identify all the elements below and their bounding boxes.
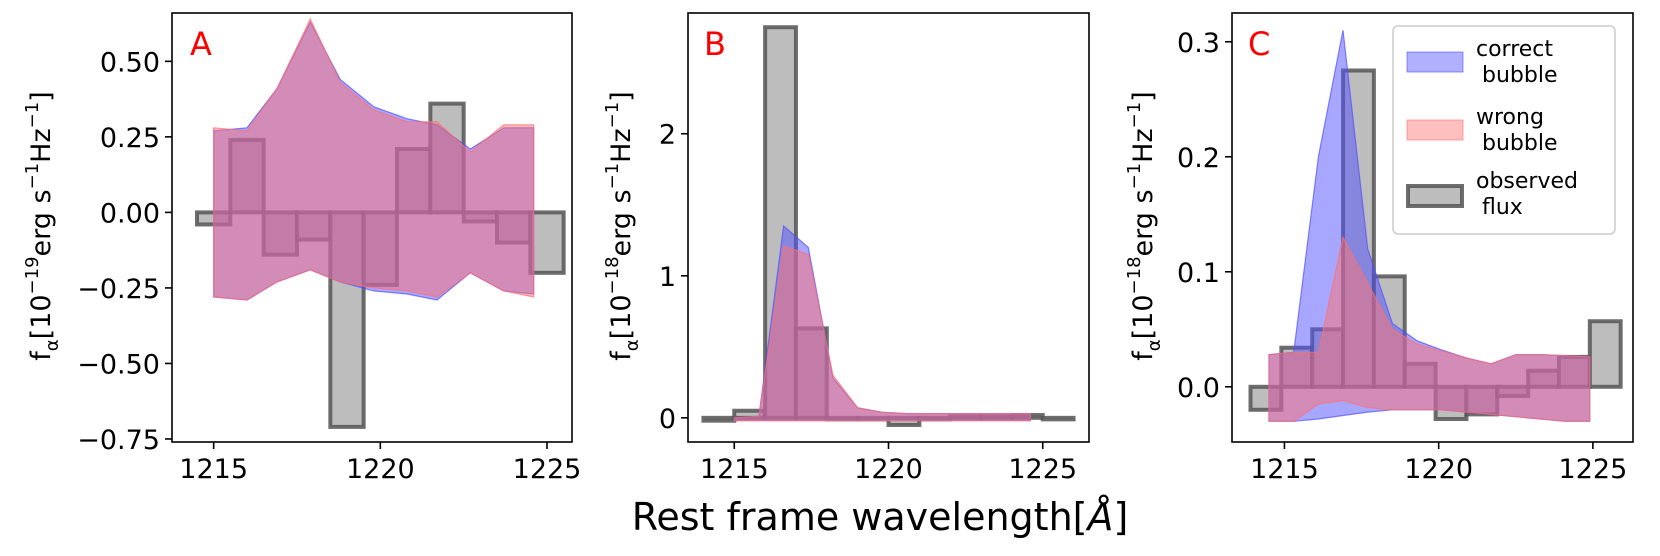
x-tick-label-a-0: 1215	[179, 454, 248, 485]
x-axis-label: Rest frame wavelength[Å]	[632, 495, 1129, 539]
y-tick-label-c-1: 0.1	[1177, 258, 1220, 289]
x-tick-label-c-2: 1225	[1559, 454, 1628, 485]
y-tick-label-a-5: 0.50	[100, 47, 160, 78]
x-tick-label-b-0: 1215	[700, 454, 769, 485]
legend: correct bubble wrong bubble observed flux	[1392, 25, 1616, 235]
x-tick-label-a-2: 1225	[513, 454, 582, 485]
x-tick-label-a-1: 1220	[346, 454, 415, 485]
observed-flux-bar-c-11	[1587, 319, 1623, 389]
x-tick-label-c-0: 1215	[1250, 454, 1319, 485]
panel-label-a: A	[190, 25, 212, 63]
panel-a: A fα[10−19erg s−1Hz−1] 1215 1220 1225 −0.75…	[22, 12, 582, 485]
x-tick-label-b-1: 1220	[854, 454, 923, 485]
y-tick-label-a-2: −0.25	[77, 274, 160, 305]
legend-label-wrong: wrong bubble	[1476, 105, 1558, 156]
y-tick-label-c-2: 0.2	[1177, 143, 1220, 174]
axes-frame-a	[171, 12, 573, 443]
wrong-bubble-band-c	[1268, 235, 1591, 422]
axes-frame-b	[687, 12, 1090, 443]
y-tick-label-a-3: 0.00	[100, 198, 160, 229]
panel-c: C fα[10−18erg s−1Hz−1] 1215 1220 1225 0.0 0.…	[1124, 12, 1634, 485]
axes-frame-c	[1231, 12, 1634, 443]
plot-area-a	[195, 17, 566, 429]
plot-area-c	[1248, 30, 1623, 422]
observed-flux-bar-b-11	[1040, 415, 1076, 422]
y-axis-label-c: fα[10−18erg s−1Hz−1]	[1124, 91, 1165, 360]
panel-b: B fα[10−18erg s−1Hz−1] 1215 1220 1225 0 1 2	[602, 12, 1090, 485]
wrong-bubble-band-a	[213, 17, 535, 301]
legend-label-observed: observed flux	[1476, 169, 1578, 220]
y-tick-label-a-1: −0.50	[77, 349, 160, 380]
observed-flux-bar-a-10	[528, 210, 566, 275]
plot-area-b	[701, 25, 1076, 427]
y-tick-label-a-0: −0.75	[77, 425, 160, 456]
y-tick-label-b-0: 0	[659, 404, 676, 435]
x-tick-label-b-2: 1225	[1008, 454, 1077, 485]
y-tick-label-a-4: 0.25	[100, 123, 160, 154]
legend-swatch-wrong	[1406, 119, 1464, 141]
x-tick-label-c-1: 1220	[1404, 454, 1473, 485]
y-axis-label-b: fα[10−18erg s−1Hz−1]	[602, 91, 643, 360]
panel-label-c: C	[1248, 25, 1270, 63]
y-tick-label-c-3: 0.3	[1177, 28, 1220, 59]
y-axis-label-a: fα[10−19erg s−1Hz−1]	[22, 91, 63, 360]
legend-swatch-observed	[1406, 184, 1464, 208]
wrong-bubble-band-b	[733, 245, 1031, 422]
panel-label-b: B	[704, 25, 726, 63]
legend-swatch-correct	[1406, 51, 1464, 73]
y-tick-label-c-0: 0.0	[1177, 373, 1220, 404]
observed-flux-bar-b-0	[701, 415, 737, 423]
legend-label-correct: correct bubble	[1476, 37, 1558, 88]
y-tick-label-b-1: 1	[659, 262, 676, 293]
legend-frame	[1392, 25, 1616, 235]
y-tick-label-b-2: 2	[659, 120, 676, 151]
